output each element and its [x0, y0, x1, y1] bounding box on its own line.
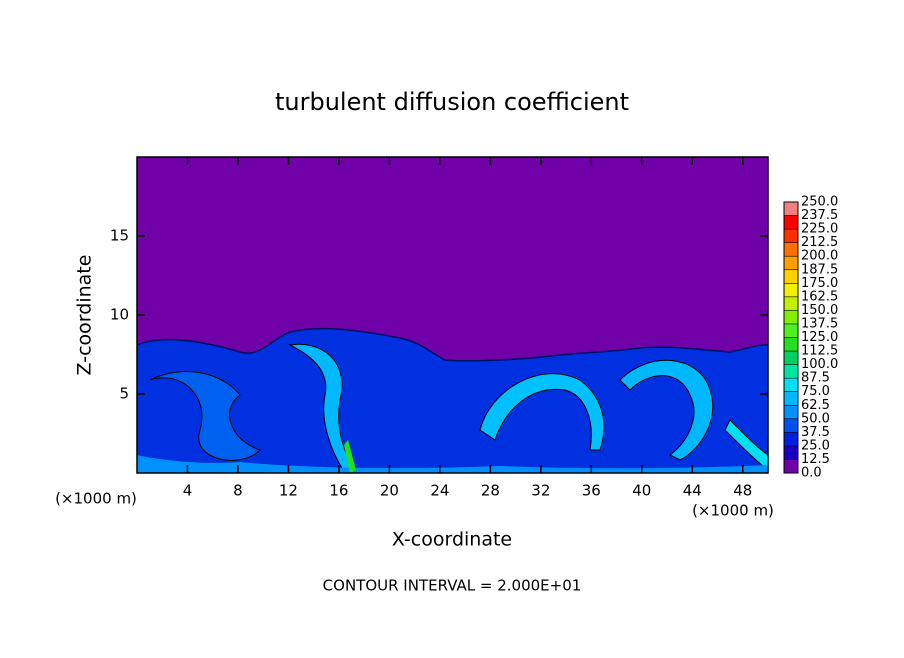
colorbar-label: 250.0: [801, 195, 838, 210]
colorbar-bin: [784, 459, 798, 473]
colorbar-label: 162.5: [801, 289, 838, 304]
y-axis-label: Z-coordinate: [74, 255, 96, 376]
chart-title: turbulent diffusion coefficient: [275, 88, 629, 116]
y-tick-label: 5: [119, 385, 129, 403]
colorbar-bin: [784, 283, 798, 297]
field-region: [724, 419, 768, 471]
colorbar-label: 87.5: [801, 371, 830, 386]
colorbar-label: 25.0: [801, 438, 830, 453]
y-unit-label: (×1000 m): [55, 490, 137, 508]
colorbar-label: 225.0: [801, 222, 838, 237]
colorbar-bin: [784, 391, 798, 406]
colorbar-label: 150.0: [801, 303, 838, 318]
colorbar-bin: [784, 229, 798, 243]
colorbar-bin: [784, 215, 798, 230]
y-tick-label: 10: [110, 306, 129, 324]
colorbar-label: 237.5: [801, 208, 838, 223]
colorbar-label: 62.5: [801, 398, 830, 413]
colorbar-label: 187.5: [801, 262, 838, 277]
colorbar-bin: [784, 432, 798, 446]
colorbar-label: 50.0: [801, 411, 830, 426]
colorbar-bin: [784, 418, 798, 433]
colorbar-label: 125.0: [801, 330, 838, 345]
x-unit-label: (×1000 m): [692, 502, 774, 520]
colorbar-bin: [784, 323, 798, 338]
colorbar-label: 0.0: [801, 466, 822, 481]
x-axis-label: X-coordinate: [392, 529, 512, 551]
colorbar-bin: [784, 242, 798, 257]
colorbar-label: 112.5: [801, 344, 838, 359]
x-tick-label: 32: [531, 482, 550, 500]
x-tick-label: 4: [183, 482, 193, 500]
colorbar-bin: [784, 269, 798, 284]
colorbar-label: 12.5: [801, 452, 830, 467]
colorbar-label: 100.0: [801, 357, 838, 372]
field-region: [619, 359, 714, 461]
field-region: [149, 371, 261, 461]
x-tick-label: 48: [733, 482, 752, 500]
colorbar-bin: [784, 296, 798, 311]
colorbar-label: 137.5: [801, 316, 838, 331]
colorbar-label: 75.0: [801, 384, 830, 399]
footer-note: CONTOUR INTERVAL = 2.000E+01: [323, 577, 582, 595]
x-tick-label: 40: [632, 482, 651, 500]
colorbar-label: 37.5: [801, 425, 830, 440]
colorbar-bin: [784, 202, 798, 216]
field-region: [137, 455, 768, 473]
x-tick-label: 44: [683, 482, 702, 500]
colorbar-bin: [784, 351, 798, 365]
x-tick-label: 20: [380, 482, 399, 500]
x-tick-label: 36: [582, 482, 601, 500]
x-tick-label: 12: [279, 482, 298, 500]
colorbar-bin: [784, 310, 798, 324]
x-tick-label: 8: [233, 482, 243, 500]
colorbar-bin: [784, 445, 798, 460]
colorbar-bin: [784, 256, 798, 270]
field-region: [479, 373, 605, 451]
field-region: [344, 440, 356, 473]
field-region: [137, 327, 768, 473]
colorbar-bin: [784, 337, 798, 352]
colorbar-label: 212.5: [801, 235, 838, 250]
y-tick-label: 15: [110, 227, 129, 245]
colorbar-bin: [784, 378, 798, 392]
colorbar-bin: [784, 405, 798, 419]
colorbar-label: 200.0: [801, 249, 838, 264]
field: [137, 327, 768, 473]
colorbar-label: 175.0: [801, 276, 838, 291]
x-tick-label: 24: [430, 482, 449, 500]
colorbar-bin: [784, 364, 798, 379]
x-tick-label: 28: [481, 482, 500, 500]
x-tick-label: 16: [329, 482, 348, 500]
